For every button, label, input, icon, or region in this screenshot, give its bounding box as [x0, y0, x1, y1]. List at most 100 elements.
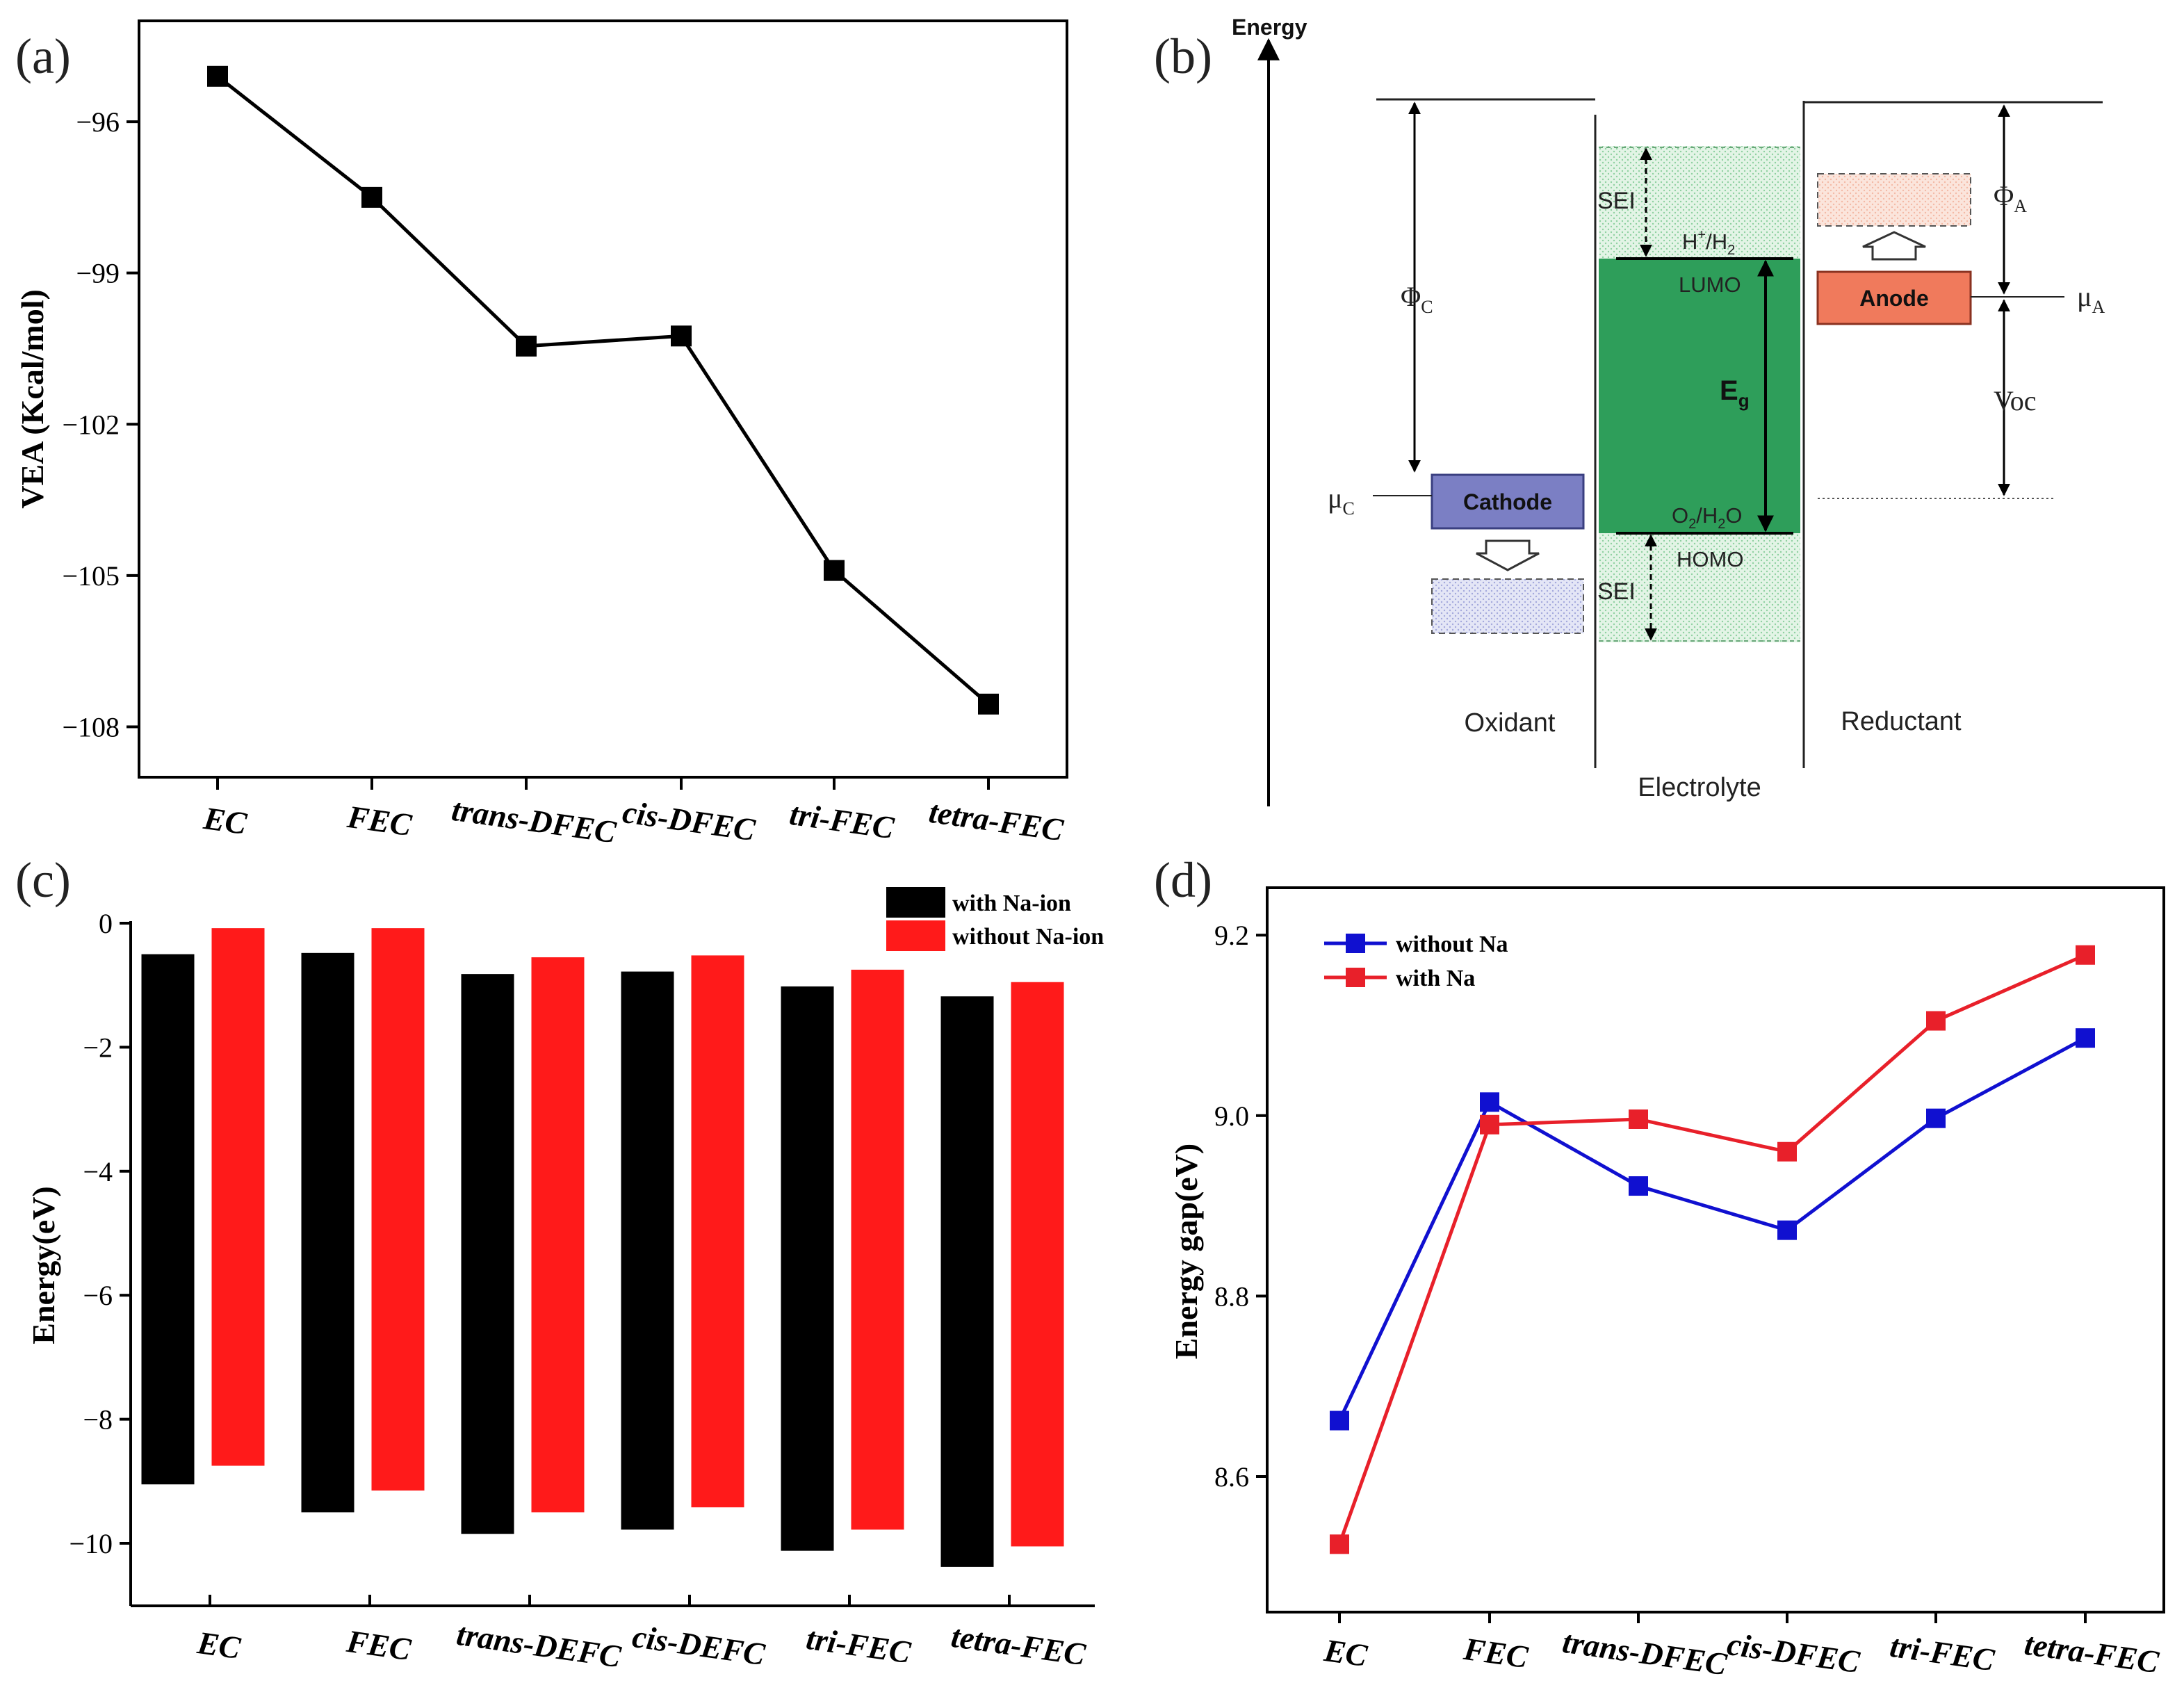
chart-a-point-cis-dfec	[671, 325, 692, 347]
chart-c-bar-with-na-ion-trans-defc	[461, 974, 514, 1534]
chart-a-ytick-label: −96	[76, 106, 120, 138]
chart-c-xtick-label-tri-fec: tri-FEC	[804, 1620, 914, 1670]
chart-d-ytick-label: 8.6	[1214, 1461, 1249, 1493]
chart-c-ytick-label: −10	[69, 1528, 113, 1559]
chart-c-bar-with-na-ion-ec	[141, 954, 195, 1485]
chart-c-bar-without-na-ion-tetra-fec	[1011, 982, 1064, 1547]
chart-c-bar-with-na-ion-tetra-fec	[940, 996, 994, 1567]
legend-label-with-na-ion: with Na-ion	[952, 891, 1071, 916]
legend-swatch-with-na-ion	[886, 887, 945, 918]
chart-d-point-without-na-fec	[1480, 1092, 1499, 1112]
anode-box	[1816, 270, 1972, 325]
chart-a-ytick-label: −105	[62, 560, 120, 592]
panel-letter-b: (b)	[1154, 29, 1212, 84]
chart-a-vea: VEA (Kcal/mol) −96 −99 −102 −105 −108 EC FEC t…	[15, 19, 1068, 850]
o-label-sub: 2	[1688, 517, 1696, 532]
cathode-label: Cathode	[1463, 489, 1552, 514]
chart-a-point-tri-fec	[824, 560, 845, 581]
mu-c-label: μC	[1328, 482, 1355, 519]
chart-d-xtick-label-ec: EC	[1321, 1632, 1370, 1673]
chart-d-xtick-label-cis-dfec: cis-DFEC	[1725, 1626, 1863, 1680]
legend-label-without-na-ion: without Na-ion	[952, 924, 1104, 950]
chart-d-xtick-label-tetra-fec: tetra-FEC	[2022, 1626, 2162, 1680]
h-plus-label: H+/H2	[1682, 227, 1735, 258]
chart-a-series-line	[216, 74, 990, 706]
chart-c-energy-levels: Energy(eV) 0 −2 −4 −6 −8 −10 EC FEC trans-DEFC c…	[26, 887, 1104, 1675]
sei-bottom-label: SEI	[1597, 578, 1636, 605]
phi-c-symbol: Φ	[1401, 281, 1421, 312]
oxidant-label: Oxidant	[1465, 708, 1556, 738]
chart-d-point-without-na-tetra-fec	[2076, 1028, 2095, 1048]
chart-c-xtick-label-tetra-fec: tetra-FEC	[949, 1618, 1089, 1673]
anode-up-arrow-icon	[1862, 231, 1926, 261]
chart-d-xtick-label-trans-dfec: trans-DFEC	[1560, 1624, 1730, 1682]
panel-letter-d: (d)	[1154, 852, 1212, 908]
mu-a-symbol: μ	[2077, 281, 2092, 312]
chart-c-bar-without-na-ion-trans-defc	[531, 957, 585, 1513]
phi-a-subscript: A	[2014, 196, 2027, 216]
chart-c-xtick-label-ec: EC	[195, 1625, 243, 1666]
mu-a-label: μA	[2077, 281, 2105, 317]
mu-c-subscript: C	[1342, 498, 1354, 519]
chart-a-xtick-label-fec: FEC	[345, 799, 415, 843]
cathode-box	[1431, 473, 1585, 530]
phi-a-symbol: Φ	[1994, 180, 2014, 211]
h-label-sub: 2	[1727, 243, 1735, 258]
chart-d-ylabel: Energy gap(eV)	[1168, 1144, 1204, 1359]
reductant-label: Reductant	[1841, 707, 1962, 736]
chart-d-point-with-na-tetra-fec	[2076, 945, 2095, 965]
mu-a-subscript: A	[2092, 297, 2105, 317]
chart-d-point-without-na-ec	[1330, 1411, 1349, 1431]
eg-label: Eg	[1720, 375, 1750, 411]
chart-a-ylabel: VEA (Kcal/mol)	[15, 289, 50, 509]
sei-bottom-region	[1599, 533, 1800, 642]
cathode-down-arrow-icon	[1476, 539, 1540, 571]
phi-c-label: ΦC	[1401, 281, 1433, 317]
chart-c-legend: with Na-ion without Na-ion	[886, 887, 1104, 951]
energy-axis-label: Energy	[1232, 15, 1307, 40]
chart-d-energy-gap: Energy gap(eV) 8.6 8.8 9.0 9.2 EC FEC trans-D…	[1168, 886, 2165, 1682]
chart-a-xtick-label-tri-fec: tri-FEC	[788, 796, 897, 846]
cathode-shifted-box	[1431, 578, 1584, 634]
o-label-o: O	[1672, 503, 1688, 528]
chart-a-ytick-label: −99	[76, 258, 120, 289]
chart-d-point-with-na-fec	[1480, 1114, 1499, 1135]
chart-c-ylabel: Energy(eV)	[26, 1186, 61, 1344]
electrolyte-window-band	[1599, 259, 1800, 533]
chart-d-frame	[1266, 886, 2165, 1613]
chart-c-bar-with-na-ion-tri-fec	[781, 986, 834, 1551]
chart-c-xtick-label-fec: FEC	[344, 1623, 414, 1668]
eg-main: E	[1720, 375, 1738, 406]
legend-marker-without-na	[1346, 934, 1365, 953]
chart-c-ytick-label: 0	[99, 908, 113, 939]
chart-d-legend: without Na with Na	[1324, 932, 1508, 991]
chart-c-ytick-label: −6	[83, 1280, 113, 1311]
chart-c-bar-with-na-ion-fec	[301, 952, 355, 1513]
chart-c-xtick-label-trans-defc: trans-DEFC	[455, 1616, 624, 1675]
o-label-end: O	[1725, 503, 1742, 528]
eg-subscript: g	[1738, 390, 1750, 411]
chart-d-ytick-label: 9.0	[1214, 1100, 1249, 1132]
chart-a-xtick-label-cis-dfec: cis-DFEC	[621, 794, 758, 847]
chart-c-bar-without-na-ion-cis-defc	[691, 955, 744, 1508]
chart-d-point-without-na-trans-dfec	[1629, 1176, 1648, 1196]
panel-letter-a: (a)	[15, 29, 71, 84]
phi-a-label: ΦA	[1994, 180, 2027, 216]
chart-d-point-with-na-trans-dfec	[1629, 1109, 1648, 1129]
sei-top-region	[1599, 146, 1800, 259]
chart-c-bar-with-na-ion-cis-defc	[621, 971, 674, 1530]
panel-letter-c: (c)	[15, 852, 71, 908]
chart-d-point-with-na-cis-dfec	[1777, 1141, 1797, 1162]
voc-label: Voc	[1994, 385, 2036, 416]
phi-c-subscript: C	[1421, 297, 1433, 317]
h-label-h: H	[1682, 229, 1697, 254]
chart-d-point-with-na-ec	[1330, 1534, 1349, 1554]
chart-c-bar-without-na-ion-ec	[211, 928, 265, 1466]
chart-d-point-without-na-tri-fec	[1926, 1108, 1946, 1128]
chart-c-bar-without-na-ion-fec	[371, 928, 425, 1491]
o-label-sub2: 2	[1718, 517, 1725, 532]
chart-d-series-line-without-na	[1337, 1036, 2087, 1422]
chart-a-point-fec	[361, 186, 382, 208]
chart-d-ytick-label: 8.8	[1214, 1281, 1249, 1312]
